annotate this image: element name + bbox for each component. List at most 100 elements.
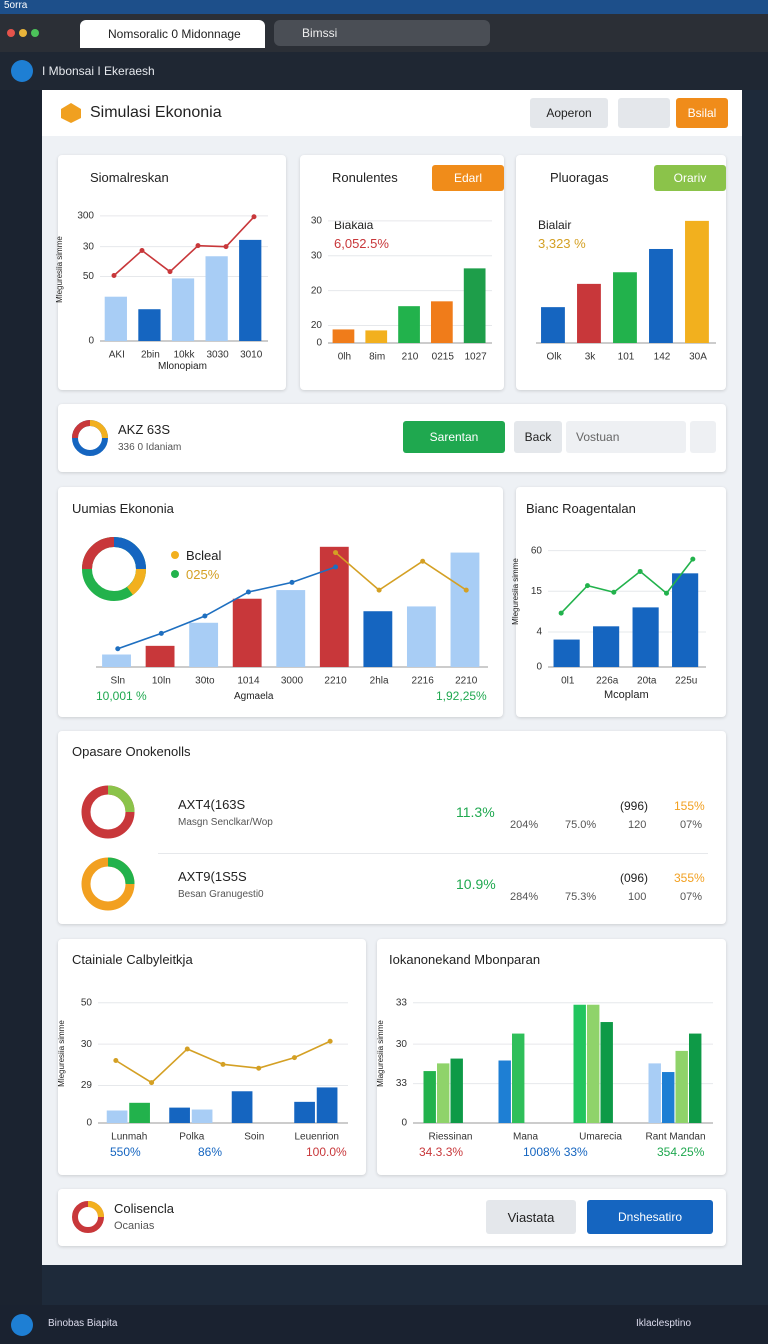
tab-title: Bimssi — [302, 26, 338, 40]
bar — [613, 272, 637, 343]
card: Ronulentes Edarl Biakaia 6,052.5% — [300, 155, 504, 390]
x-tick-label: 3010 — [240, 350, 263, 361]
card-title: Bianc Roagentalan — [526, 501, 636, 516]
row-sub: Masgn Senclkar/Wop — [178, 817, 273, 828]
bar — [498, 1060, 511, 1123]
y-tick-label: 20 — [311, 320, 323, 331]
x-tick-label: Sln — [111, 676, 125, 687]
app-icon — [61, 103, 81, 123]
bar — [189, 622, 219, 667]
x-tick-label: 3030 — [206, 350, 229, 361]
chart: 0 33 30 33 Riessinan Mana Umarecia Rant Mandan — [396, 997, 713, 1140]
bar — [398, 306, 420, 343]
donut — [81, 857, 135, 911]
y-tick-label: 60 — [531, 545, 543, 556]
window-dots — [7, 29, 39, 37]
x-tick-label: 210 — [402, 352, 419, 363]
bar — [450, 1058, 463, 1123]
point — [256, 1065, 262, 1071]
x-tick-label: Soin — [244, 1132, 264, 1140]
legend-dots — [171, 551, 179, 578]
bar — [102, 654, 131, 667]
button[interactable]: Dnshesatiro — [587, 1200, 713, 1234]
card: Ctainiale Calbyleitkja Mleguresiia simme 5… — [57, 939, 366, 1175]
dropdown[interactable]: Viastata — [486, 1200, 576, 1234]
dropdown[interactable]: Aoperon — [530, 98, 608, 128]
cell: 75.3% — [565, 891, 597, 903]
chart: 0 50 30 300 AKI 2bin 10kk 3030 3010 — [77, 210, 268, 361]
bar — [294, 1101, 315, 1123]
x-tick-label: 142 — [654, 352, 671, 363]
legend-value: 025% — [186, 567, 220, 582]
x-tick-label: 101 — [618, 352, 635, 363]
bar — [319, 546, 349, 667]
legend-label: Bcleal — [186, 548, 222, 563]
cell: 100 — [628, 891, 647, 903]
footer-value: 34.3.3% — [419, 1145, 464, 1159]
y-tick-label: 30 — [81, 1039, 93, 1050]
row-percent: 10.9% — [456, 876, 496, 892]
y-tick-label: 4 — [536, 627, 542, 638]
divider — [158, 853, 708, 854]
point — [158, 630, 164, 636]
button[interactable]: Sarentan — [403, 421, 505, 453]
app-header: I Mbonsai I Ekeraesh — [0, 52, 768, 90]
y-tick-label: 30 — [83, 241, 95, 252]
y-tick-label: 50 — [81, 997, 93, 1008]
bar — [649, 248, 673, 343]
x-tick-label: Olk — [547, 352, 563, 363]
logo — [11, 60, 33, 82]
button[interactable]: Bsilal — [676, 98, 728, 128]
button[interactable]: Edarl — [432, 165, 504, 191]
x-tick-label: 2hla — [370, 676, 389, 687]
point — [223, 244, 229, 250]
footer-value: 1008% 33% — [523, 1145, 588, 1159]
bar — [685, 220, 709, 343]
tab[interactable]: Nomsoralic 0 Midonnage — [80, 20, 265, 48]
breadcrumb: I Mbonsai I Ekeraesh — [42, 64, 155, 78]
icon-button[interactable] — [690, 421, 716, 453]
chart: 0 4 15 60 0l1 226a 20ta 225u — [531, 545, 706, 687]
bar — [541, 307, 565, 343]
y-tick-label: 15 — [531, 586, 543, 597]
footer-value: 100.0% — [306, 1145, 347, 1159]
bar — [553, 639, 580, 667]
bar — [423, 1071, 436, 1123]
start-icon[interactable] — [10, 1313, 34, 1337]
x-tick-label: 2bin — [141, 350, 160, 361]
address-bar[interactable]: Bimssi — [274, 20, 490, 46]
y-tick-label: 33 — [396, 1078, 408, 1089]
cell: 204% — [510, 819, 539, 831]
label: Biakaia — [334, 218, 374, 232]
card-title: Ctainiale Calbyleitkja — [72, 952, 193, 967]
point — [167, 269, 173, 275]
summary-card: AKZ 63S 336 0 Idaniam Sarentan Back Vost… — [58, 404, 726, 472]
cell: 355% — [674, 871, 705, 885]
card-title: Iokanonekand Mbonparan — [389, 952, 541, 967]
point — [327, 1038, 333, 1044]
card: Iokanonekand Mbonparan Mlaguresiia simme 3… — [376, 939, 726, 1175]
point — [289, 579, 295, 585]
y-tick-label: 30 — [311, 250, 323, 261]
x-tick-label: 2216 — [412, 676, 435, 687]
bar — [365, 330, 388, 343]
button[interactable]: Back — [514, 421, 562, 453]
row-name: AXT9(1S5S — [178, 869, 247, 884]
search-box[interactable]: Vostuan — [566, 421, 686, 453]
point — [245, 589, 251, 595]
button[interactable]: Orariv — [654, 165, 726, 191]
card-title: Ronulentes — [332, 170, 398, 185]
point — [463, 587, 469, 593]
search-placeholder: Vostuan — [576, 430, 620, 444]
chart: 0 29 30 50 Lunmah Polka Soin Leuenrion — [81, 997, 348, 1140]
x-tick-label: 30A — [689, 352, 707, 363]
bar — [129, 1102, 150, 1123]
row-name: AXT4(163S — [178, 797, 246, 812]
x-tick-label: 20ta — [637, 676, 657, 687]
donut-icon — [72, 1201, 104, 1233]
icon-button[interactable] — [618, 98, 670, 128]
taskbar-label: Iklaclesptino — [636, 1318, 692, 1329]
bar — [171, 278, 195, 341]
bar — [205, 256, 228, 341]
point — [220, 1061, 226, 1067]
